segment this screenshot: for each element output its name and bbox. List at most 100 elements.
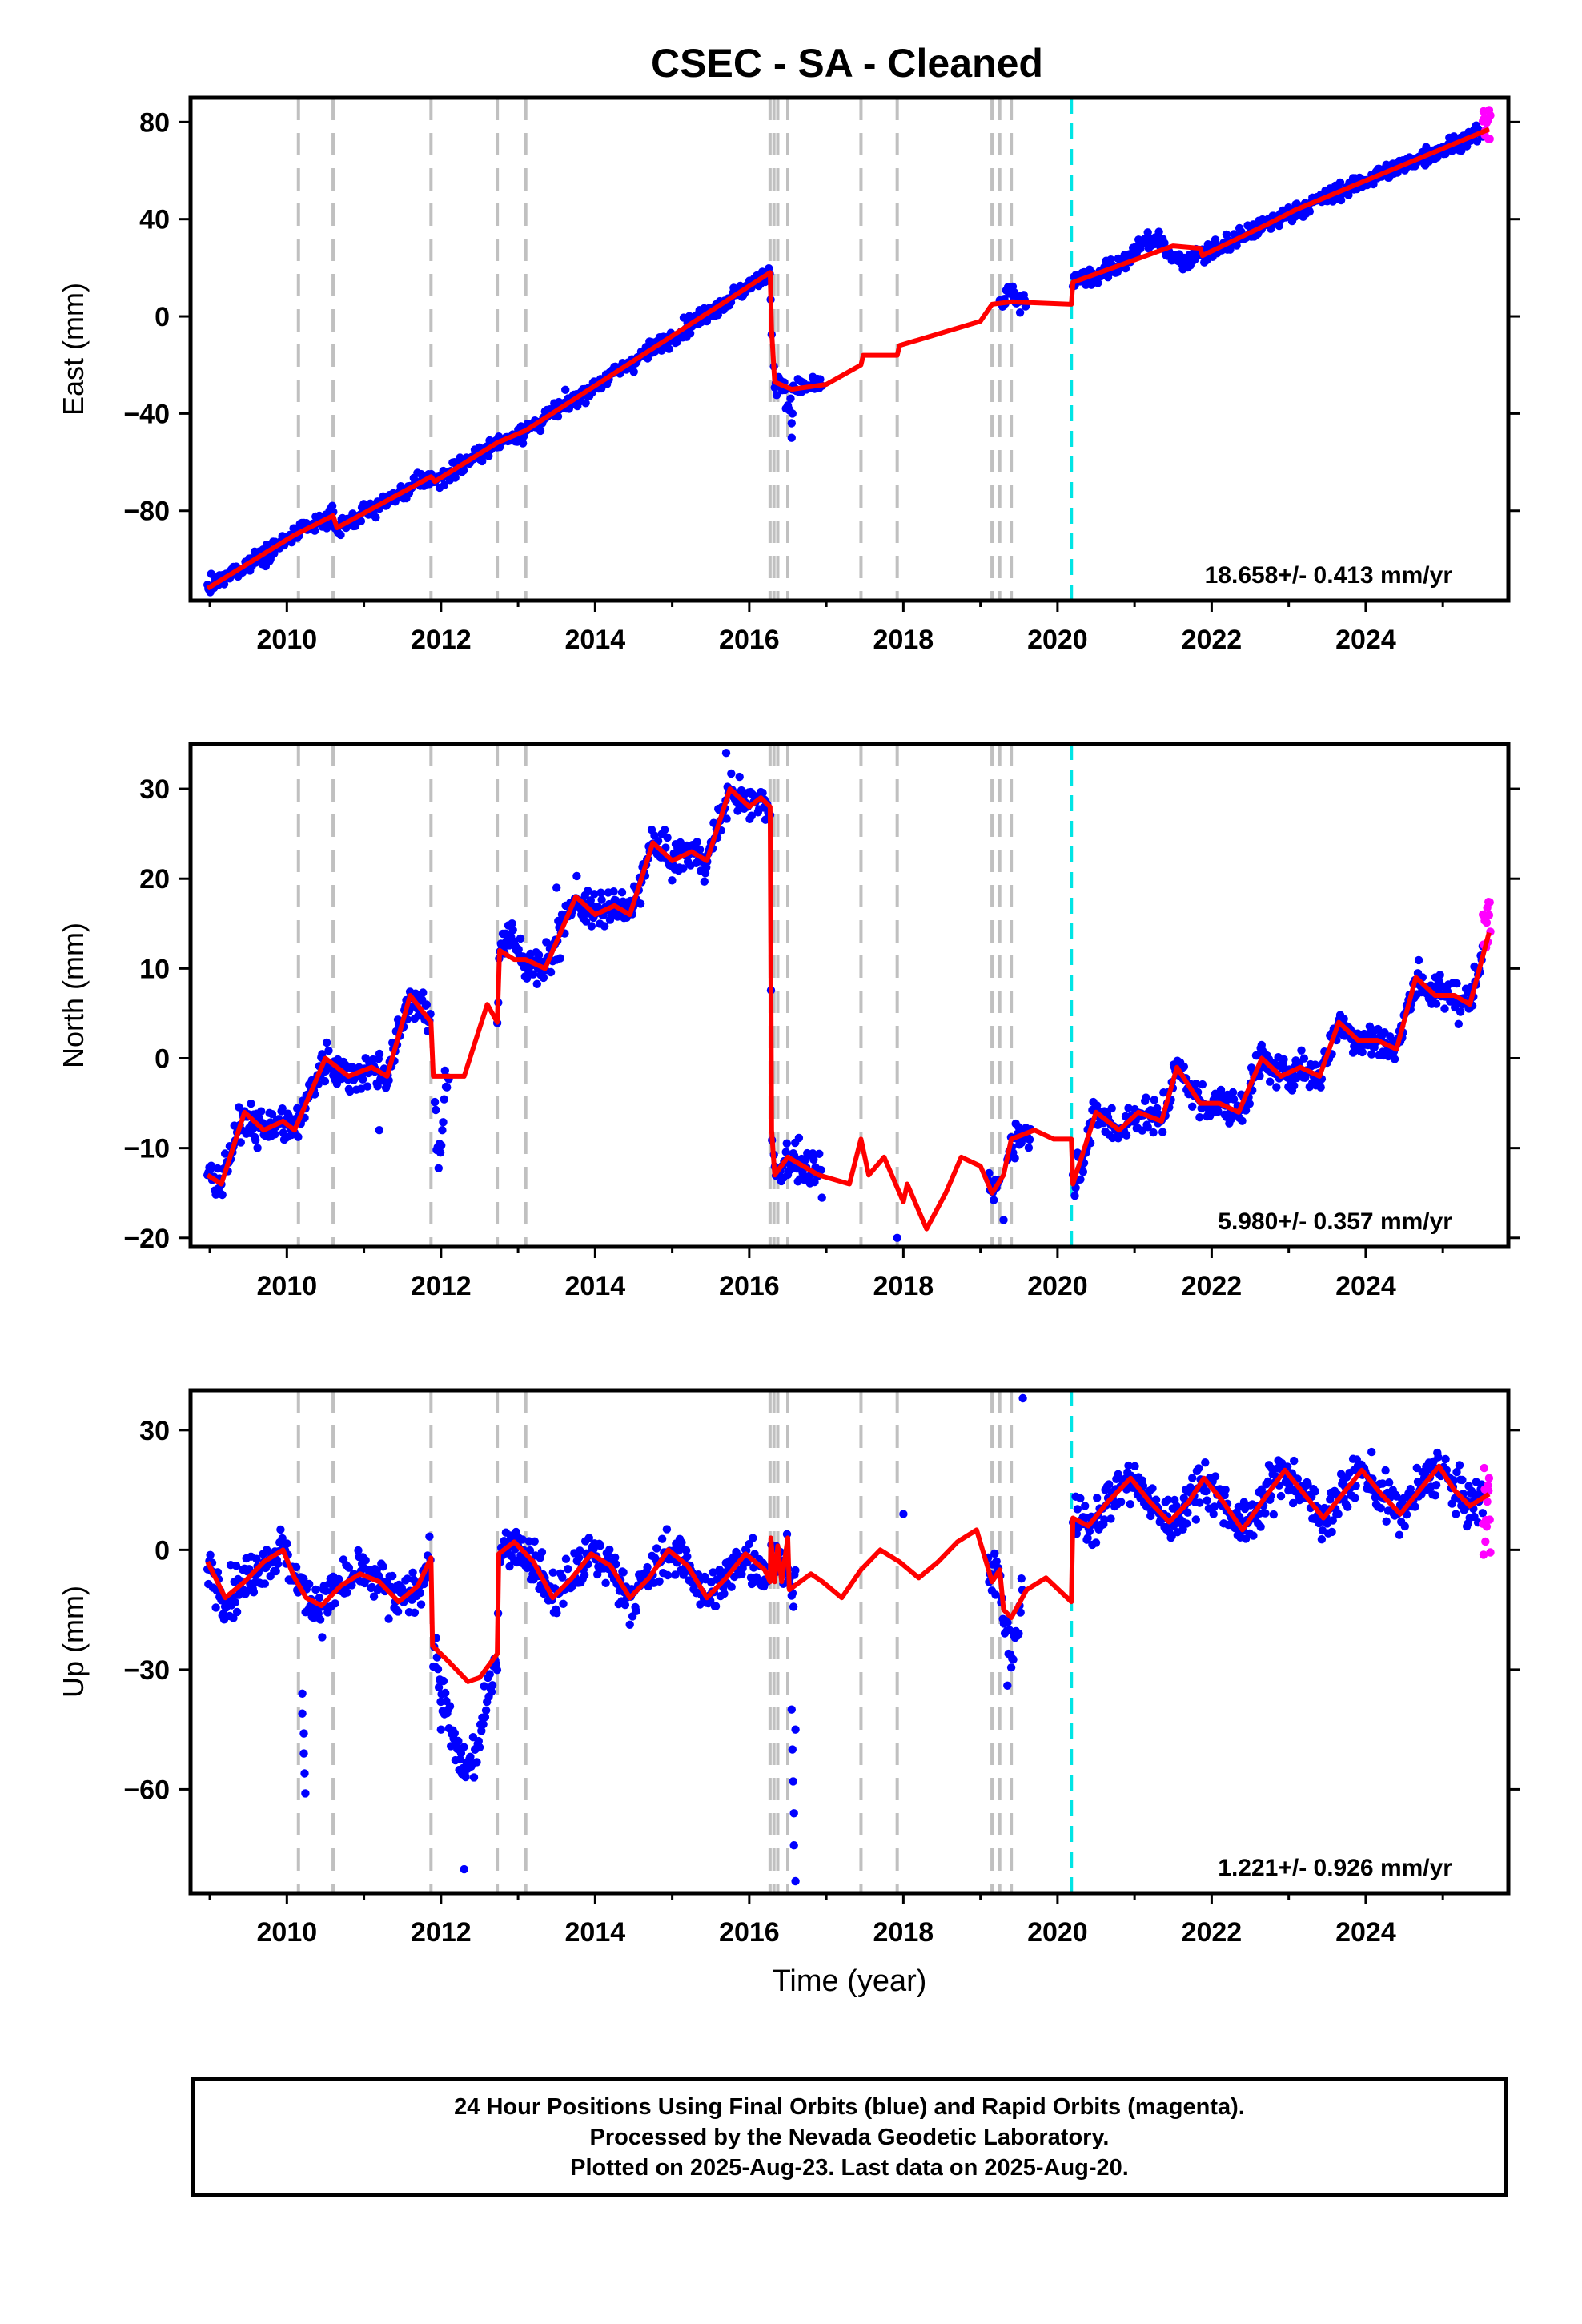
data-point bbox=[508, 926, 517, 935]
data-point-outlier bbox=[721, 749, 731, 758]
data-point bbox=[1472, 137, 1482, 146]
data-point bbox=[1252, 1051, 1262, 1060]
rapid-data-point bbox=[1484, 1474, 1494, 1482]
data-point bbox=[782, 1139, 791, 1148]
panel-frame bbox=[188, 95, 1511, 603]
data-point bbox=[369, 1592, 379, 1601]
footer-caption: 24 Hour Positions Using Final Orbits (bl… bbox=[191, 2077, 1508, 2197]
data-point bbox=[484, 452, 493, 460]
data-point bbox=[1151, 1495, 1161, 1504]
data-point bbox=[1214, 1107, 1223, 1116]
data-point bbox=[324, 1046, 333, 1055]
data-point bbox=[1195, 1464, 1203, 1473]
x-tick-label: 2020 bbox=[1027, 1271, 1088, 1301]
panel-frame bbox=[188, 742, 1511, 1249]
data-point bbox=[1229, 1095, 1239, 1104]
data-point-outlier bbox=[299, 1729, 308, 1738]
data-point bbox=[440, 480, 449, 489]
data-point bbox=[1239, 1498, 1249, 1506]
data-point bbox=[1452, 1467, 1461, 1477]
data-point bbox=[419, 988, 428, 997]
rapid-data-point bbox=[1483, 1497, 1492, 1506]
data-point bbox=[1126, 1500, 1135, 1509]
data-point bbox=[218, 1190, 227, 1200]
data-point bbox=[1015, 308, 1025, 317]
data-point bbox=[318, 1633, 327, 1642]
data-point bbox=[1100, 1515, 1109, 1524]
data-point-outlier bbox=[789, 1777, 797, 1786]
data-point bbox=[1431, 999, 1441, 1008]
data-point bbox=[1288, 1498, 1298, 1508]
data-point bbox=[271, 1130, 279, 1139]
data-point bbox=[345, 1087, 355, 1096]
data-point bbox=[505, 1562, 514, 1571]
data-point bbox=[1143, 228, 1152, 237]
y-tick-label: 0 bbox=[155, 1535, 170, 1566]
velocity-rate-label: 18.658+/- 0.413 mm/yr bbox=[1205, 562, 1453, 589]
panel-up: 2010 2012 2014 2016 2018 2020 2022 2024 30 0 −30 −6… bbox=[57, 1388, 1520, 1948]
data-point bbox=[590, 890, 599, 899]
data-point bbox=[408, 1568, 417, 1578]
data-point bbox=[1478, 1509, 1488, 1518]
data-point bbox=[612, 1560, 620, 1569]
data-point bbox=[1441, 1454, 1450, 1464]
data-point bbox=[1209, 1510, 1218, 1518]
data-point bbox=[354, 1546, 363, 1555]
data-point bbox=[1106, 1514, 1115, 1523]
y-tick-label: 0 bbox=[155, 302, 170, 332]
data-point bbox=[1024, 1144, 1034, 1152]
data-point bbox=[1328, 1516, 1337, 1525]
y-tick-label: 30 bbox=[139, 774, 170, 805]
data-point-outlier bbox=[460, 1864, 468, 1874]
x-tick-label: 2020 bbox=[1027, 1917, 1088, 1948]
data-point bbox=[363, 1082, 372, 1091]
data-point-outlier bbox=[375, 1126, 383, 1135]
data-point-outlier bbox=[300, 1769, 309, 1778]
data-point bbox=[530, 1537, 539, 1546]
data-point bbox=[1081, 1502, 1090, 1510]
data-point bbox=[1249, 1531, 1258, 1540]
data-point bbox=[1279, 1055, 1288, 1064]
data-point-outlier bbox=[789, 1841, 798, 1850]
data-point bbox=[1076, 1175, 1085, 1184]
data-point bbox=[581, 917, 591, 926]
data-point bbox=[584, 887, 592, 895]
data-point bbox=[601, 1578, 610, 1588]
data-point bbox=[1093, 1101, 1102, 1110]
data-point bbox=[1130, 1462, 1139, 1471]
data-point bbox=[253, 1144, 262, 1152]
data-point bbox=[252, 1554, 261, 1563]
data-point bbox=[1010, 1154, 1019, 1163]
model-fit-line bbox=[206, 127, 1491, 591]
data-point bbox=[403, 1574, 412, 1583]
y-tick-label: 80 bbox=[139, 107, 170, 138]
data-point bbox=[1191, 1080, 1201, 1088]
data-point bbox=[251, 1136, 260, 1145]
data-point-outlier bbox=[787, 419, 796, 428]
data-point bbox=[772, 391, 781, 400]
data-point bbox=[727, 1582, 736, 1591]
data-point bbox=[492, 1666, 502, 1675]
data-point bbox=[801, 1156, 810, 1164]
data-point bbox=[1198, 1080, 1207, 1089]
data-point bbox=[416, 1600, 426, 1609]
data-point bbox=[439, 1118, 448, 1127]
data-point bbox=[657, 1534, 667, 1543]
data-point bbox=[1452, 979, 1461, 988]
data-point bbox=[1343, 1502, 1352, 1511]
data-point bbox=[619, 1568, 628, 1577]
data-point bbox=[1094, 279, 1102, 287]
data-point bbox=[454, 1736, 463, 1746]
data-point bbox=[1457, 146, 1466, 155]
data-point bbox=[249, 1588, 259, 1597]
x-tick-label: 2024 bbox=[1335, 1917, 1396, 1948]
data-point bbox=[220, 1149, 230, 1158]
data-point bbox=[1182, 1519, 1191, 1528]
data-point bbox=[1228, 1088, 1238, 1097]
data-point bbox=[1335, 178, 1345, 187]
footer-line-1: 24 Hour Positions Using Final Orbits (bl… bbox=[454, 2094, 1245, 2120]
data-point bbox=[273, 1559, 283, 1569]
data-point bbox=[305, 1579, 314, 1589]
data-point-outlier bbox=[791, 1725, 800, 1734]
data-point bbox=[990, 1196, 998, 1204]
